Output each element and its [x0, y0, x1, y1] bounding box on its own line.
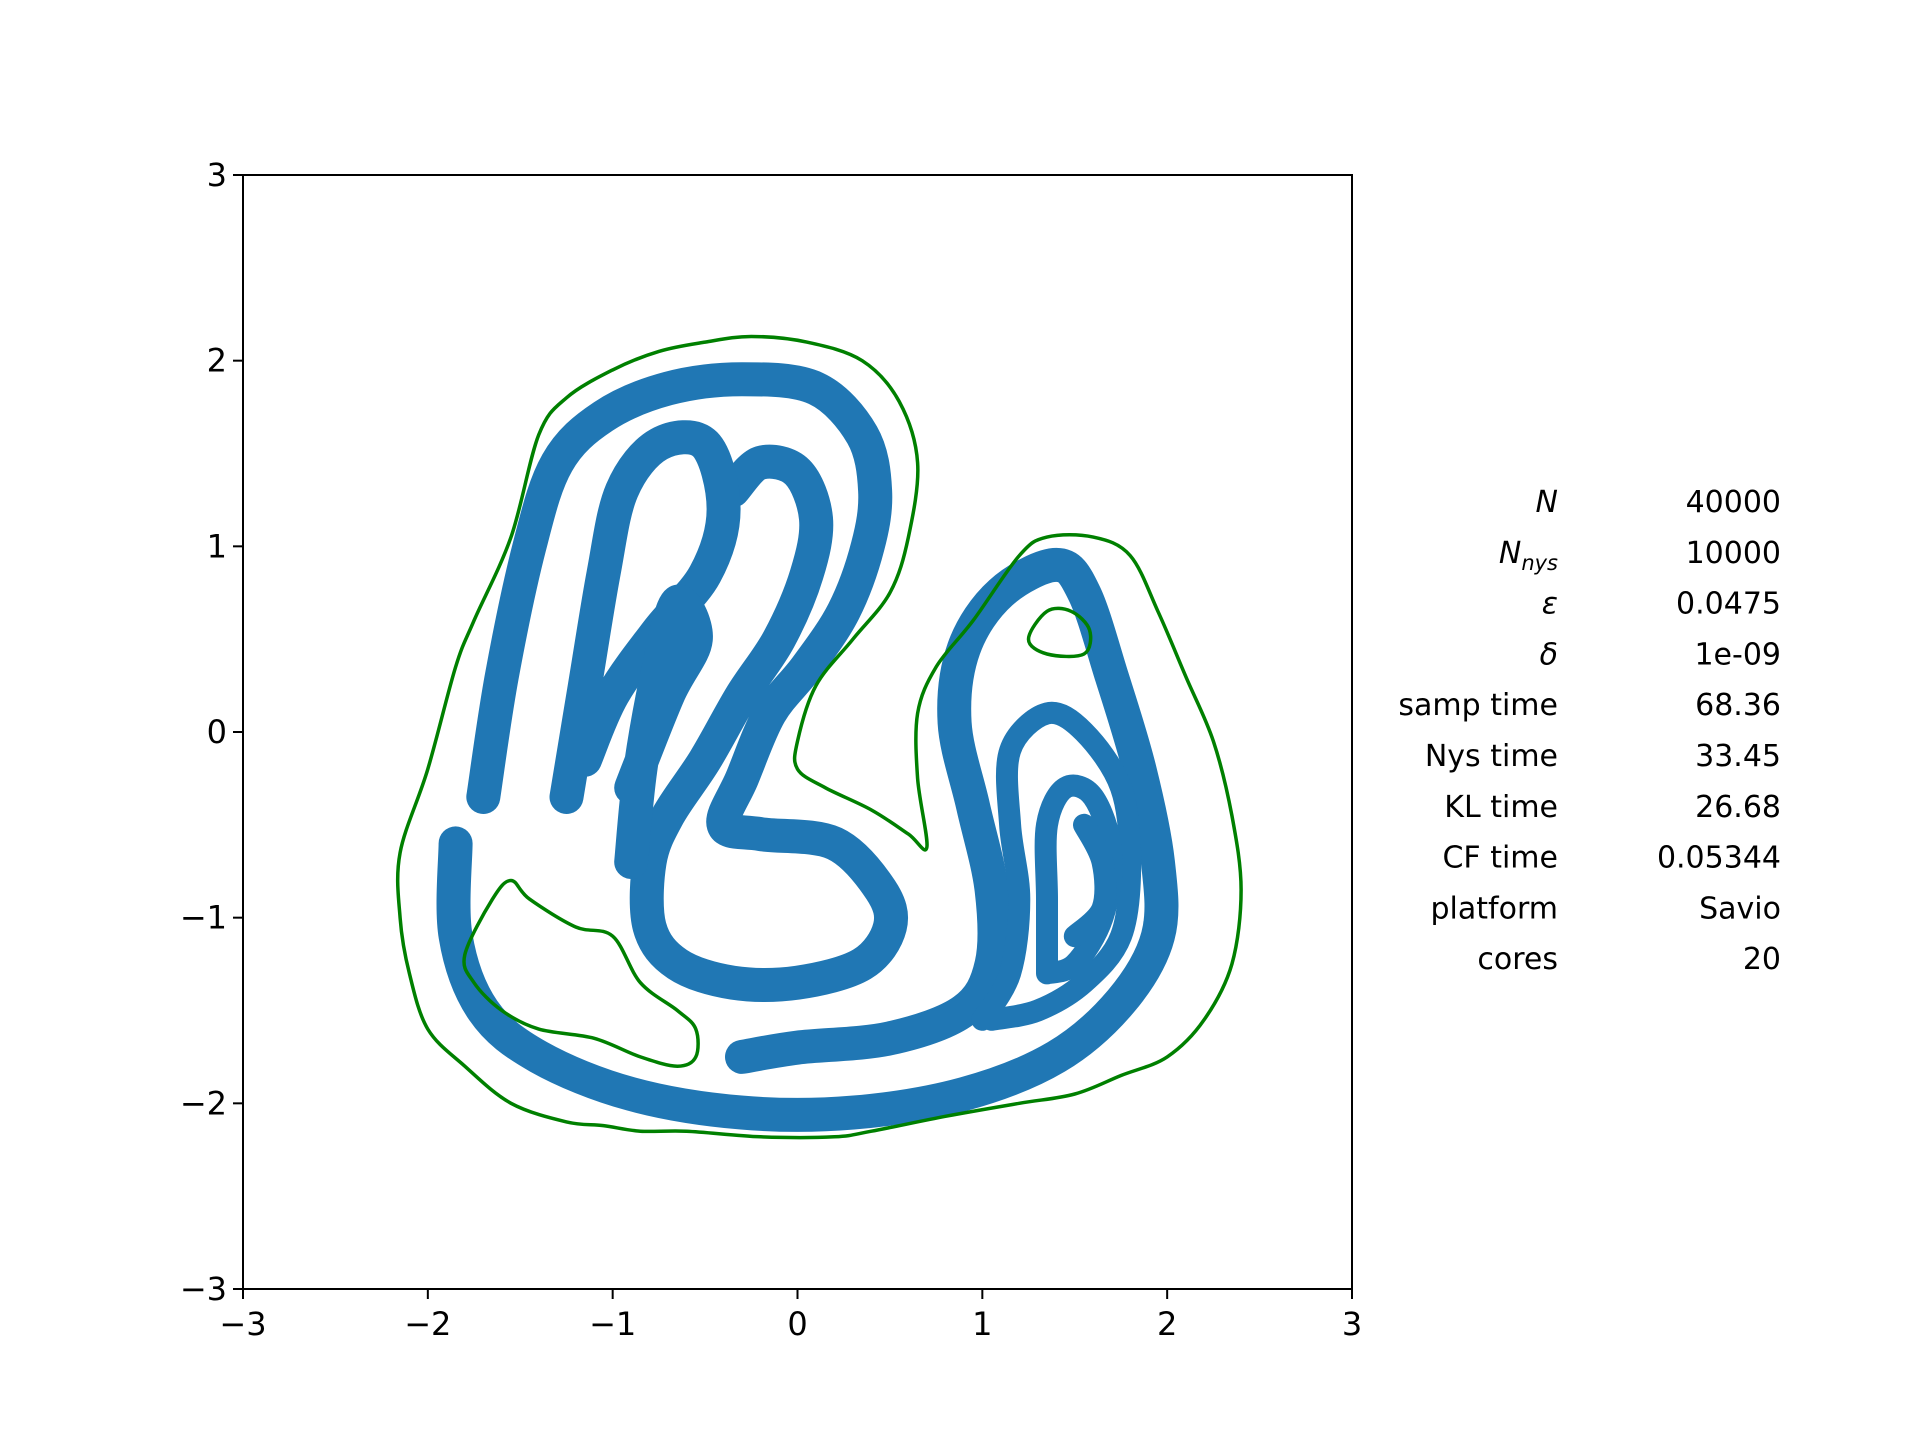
x-tick-label: −2 [404, 1305, 451, 1343]
x-axis-ticks: −3 −2 −1 0 1 2 3 [219, 1289, 1362, 1343]
info-label: Nnys [1499, 536, 1558, 575]
x-tick-label: 3 [1342, 1305, 1362, 1343]
info-value: 10000 [1686, 536, 1781, 571]
contour-inner2 [1026, 606, 1093, 659]
sample-band-6 [1034, 774, 1124, 985]
info-label: N [1536, 485, 1558, 520]
info-label: CF time [1442, 841, 1558, 876]
x-tick-label: 0 [787, 1305, 807, 1343]
info-label: samp time [1398, 688, 1558, 723]
sample-band-7 [1063, 813, 1117, 948]
info-value: 33.45 [1695, 739, 1781, 774]
info-label: KL time [1444, 790, 1558, 825]
info-value: 0.05344 [1657, 841, 1781, 876]
info-value: 1e-09 [1694, 637, 1781, 672]
x-tick-label: −3 [219, 1305, 266, 1343]
contour-inner1 [462, 878, 700, 1068]
samples-layer [436, 362, 1179, 1132]
info-table: N 40000 Nnys 10000 ε 0.0475 δ 1e-09 samp time 68.… [1398, 485, 1781, 977]
y-axis-ticks: −3 −2 −1 0 1 2 3 [180, 156, 243, 1308]
info-value: Savio [1699, 891, 1781, 926]
y-tick-label: 0 [207, 713, 227, 751]
plot-area: −3 −2 −1 0 1 2 3 −3 −2 −1 0 1 2 3 [180, 156, 1362, 1343]
info-label: cores [1477, 942, 1558, 977]
y-tick-label: 3 [207, 156, 227, 194]
sample-band-3 [614, 584, 713, 879]
y-tick-label: −1 [180, 899, 227, 937]
info-label: platform [1431, 891, 1558, 926]
sample-band-4 [436, 547, 1179, 1132]
info-value: 26.68 [1695, 790, 1781, 825]
info-label: Nys time [1425, 739, 1558, 774]
info-value: 0.0475 [1676, 587, 1781, 622]
sample-band-1 [466, 362, 909, 1002]
y-tick-label: −2 [180, 1084, 227, 1122]
contour-layer [395, 334, 1243, 1140]
sample-band-5 [971, 701, 1142, 1031]
contour-outer [395, 334, 1243, 1140]
y-tick-label: 1 [207, 527, 227, 565]
info-label: δ [1540, 637, 1558, 672]
x-tick-label: 2 [1157, 1305, 1177, 1343]
info-value: 68.36 [1695, 688, 1781, 723]
y-tick-label: −3 [180, 1270, 227, 1308]
info-value: 20 [1743, 942, 1781, 977]
y-tick-label: 2 [207, 342, 227, 380]
x-tick-label: −1 [589, 1305, 636, 1343]
x-tick-label: 1 [972, 1305, 992, 1343]
info-label: ε [1542, 587, 1558, 622]
info-value: 40000 [1686, 485, 1781, 520]
